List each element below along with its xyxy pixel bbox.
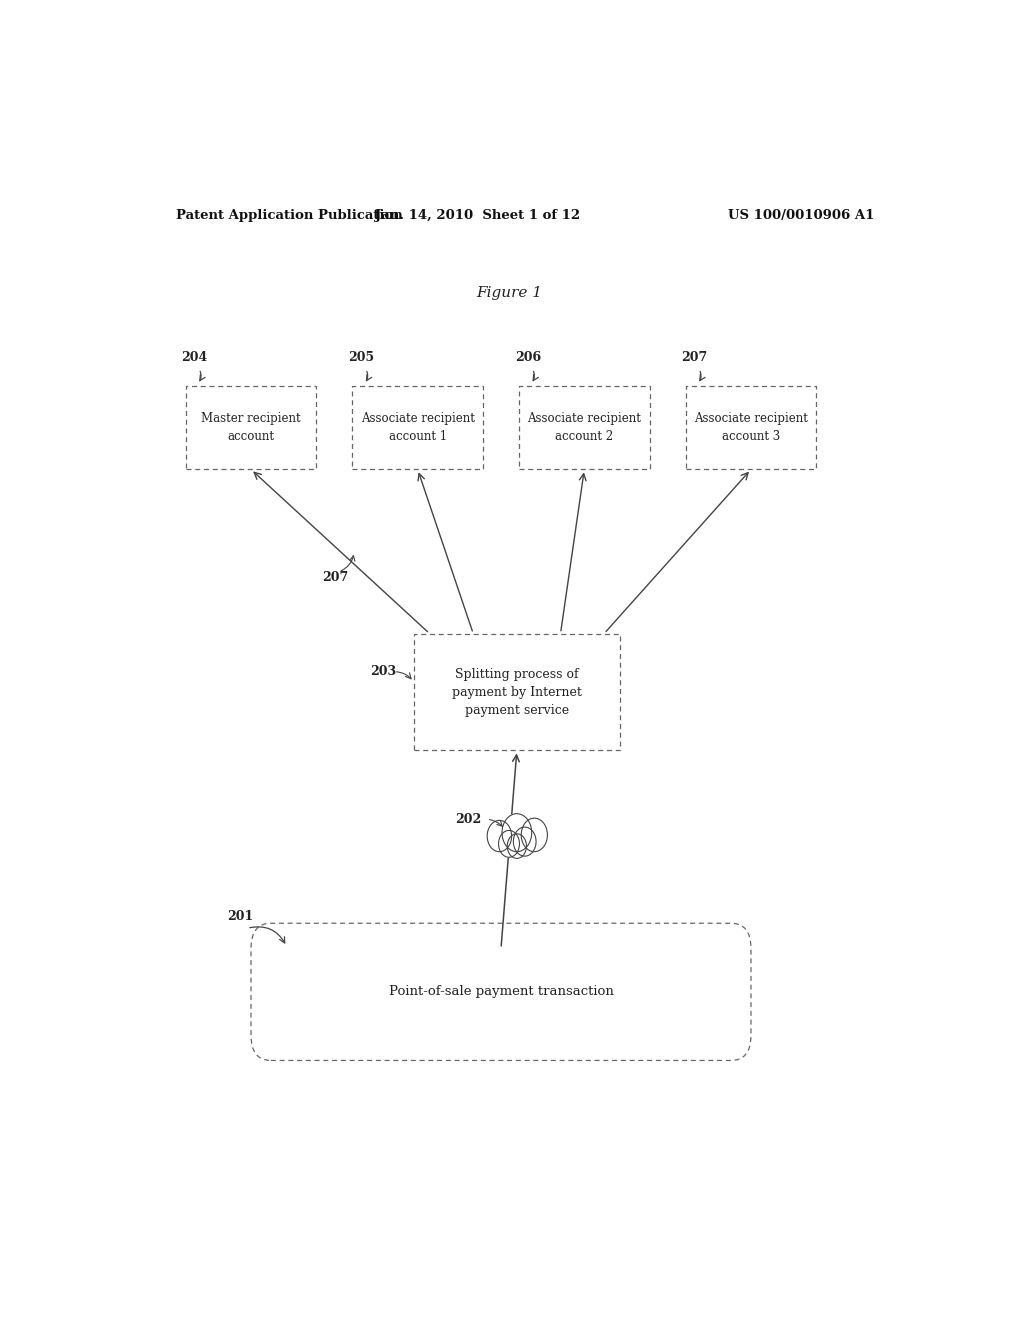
Text: 203: 203 [370, 665, 396, 678]
Bar [519, 385, 650, 470]
Text: 207: 207 [323, 570, 349, 583]
Text: 205: 205 [348, 351, 375, 364]
Text: 204: 204 [181, 351, 208, 364]
Text: Point-of-sale payment transaction: Point-of-sale payment transaction [388, 985, 613, 998]
Text: 206: 206 [515, 351, 541, 364]
Text: Associate recipient
account 3: Associate recipient account 3 [694, 412, 808, 444]
Circle shape [499, 830, 519, 857]
Bar [185, 385, 316, 470]
Text: 202: 202 [455, 813, 481, 825]
FancyBboxPatch shape [251, 923, 751, 1060]
Bar [414, 634, 620, 751]
Circle shape [513, 828, 537, 857]
Text: Patent Application Publication: Patent Application Publication [176, 209, 402, 222]
Text: Splitting process of
payment by Internet
payment service: Splitting process of payment by Internet… [452, 668, 582, 717]
Circle shape [487, 821, 512, 851]
Text: Jan. 14, 2010  Sheet 1 of 12: Jan. 14, 2010 Sheet 1 of 12 [375, 209, 580, 222]
Text: 207: 207 [682, 351, 708, 364]
Bar [685, 385, 816, 470]
Text: Master recipient
account: Master recipient account [201, 412, 301, 444]
Text: Associate recipient
account 1: Associate recipient account 1 [360, 412, 474, 444]
Text: 201: 201 [227, 911, 254, 923]
Bar [352, 385, 483, 470]
Text: US 100/0010906 A1: US 100/0010906 A1 [728, 209, 873, 222]
Circle shape [521, 818, 548, 851]
Circle shape [502, 813, 531, 851]
Text: Associate recipient
account 2: Associate recipient account 2 [527, 412, 641, 444]
Text: Figure 1: Figure 1 [476, 285, 542, 300]
Circle shape [507, 834, 526, 858]
